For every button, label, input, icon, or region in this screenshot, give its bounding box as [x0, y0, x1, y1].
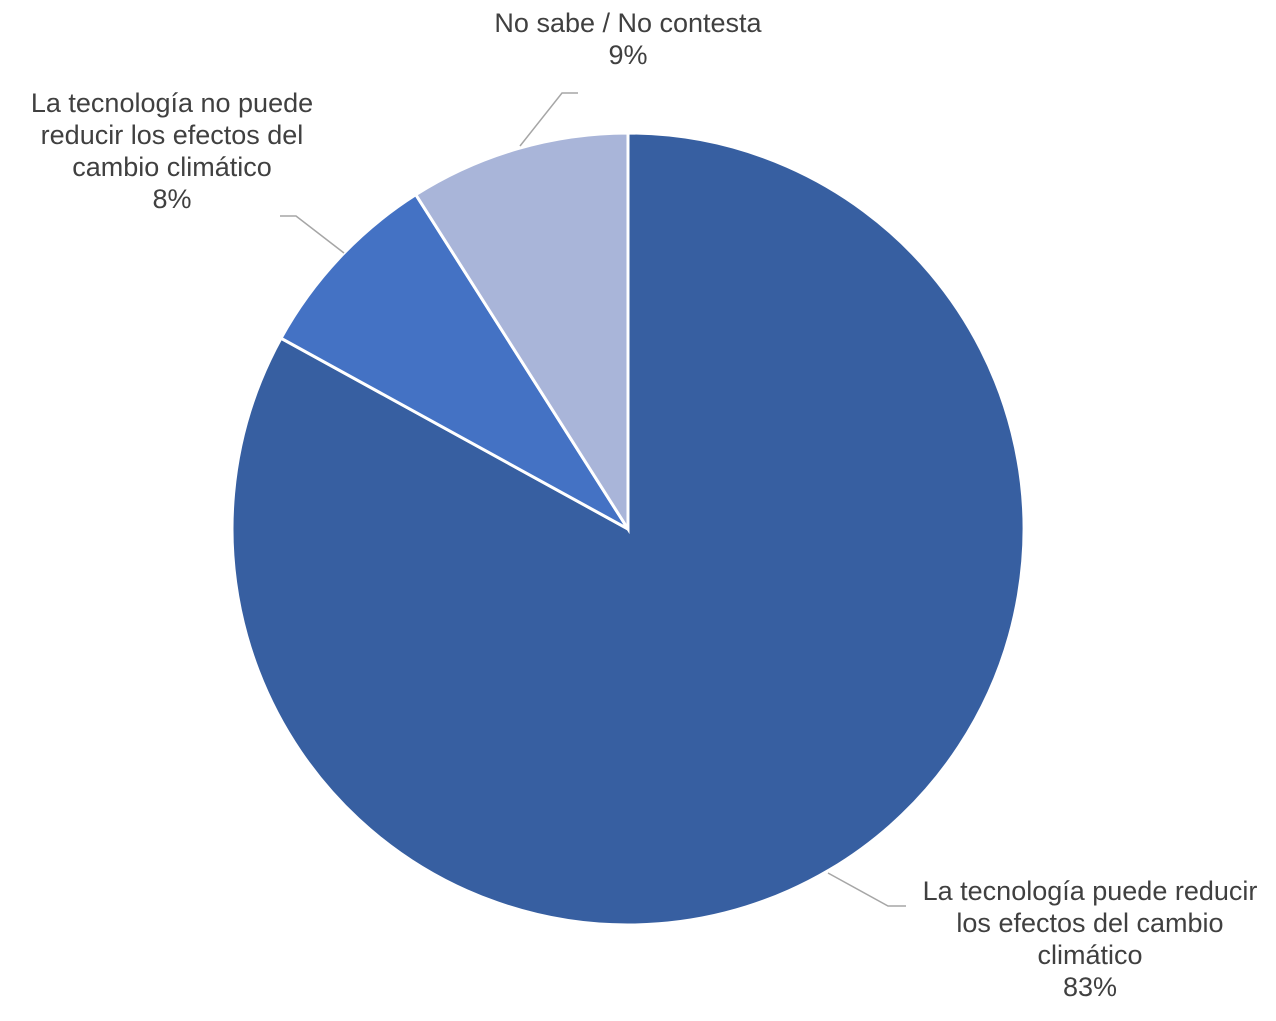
data-label-category: reducir los efectos del — [41, 120, 304, 150]
data-label: La tecnología no puede reducir los efecto… — [31, 88, 313, 214]
data-label-category: La tecnología puede reducir — [923, 876, 1258, 906]
data-label-category: La tecnología no puede — [31, 88, 313, 118]
data-labels: La tecnología puede reducir los efectos d… — [31, 8, 1258, 1002]
pie-slices — [230, 131, 1026, 927]
data-label-value: 8% — [152, 184, 191, 214]
data-label-category: climático — [1037, 940, 1142, 970]
slice-la-tecnologia-no-puede-reducir — [278, 192, 630, 531]
slice-no-sabe-no-contesta — [413, 131, 630, 535]
leader-line — [827, 872, 906, 907]
data-label: No sabe / No contesta 9% — [494, 8, 762, 70]
leader-line — [519, 92, 578, 147]
leader-lines — [280, 92, 906, 907]
data-label-value: 9% — [608, 40, 647, 70]
slice-la-tecnologia-puede-reducir — [230, 131, 1026, 927]
data-label-value: 83% — [1063, 972, 1117, 1002]
data-label-category: cambio climático — [72, 152, 272, 182]
leader-line — [280, 215, 345, 254]
data-label-category: No sabe / No contesta — [494, 8, 762, 38]
data-label: La tecnología puede reducir los efectos d… — [923, 876, 1258, 1002]
data-label-category: los efectos del cambio — [956, 908, 1223, 938]
